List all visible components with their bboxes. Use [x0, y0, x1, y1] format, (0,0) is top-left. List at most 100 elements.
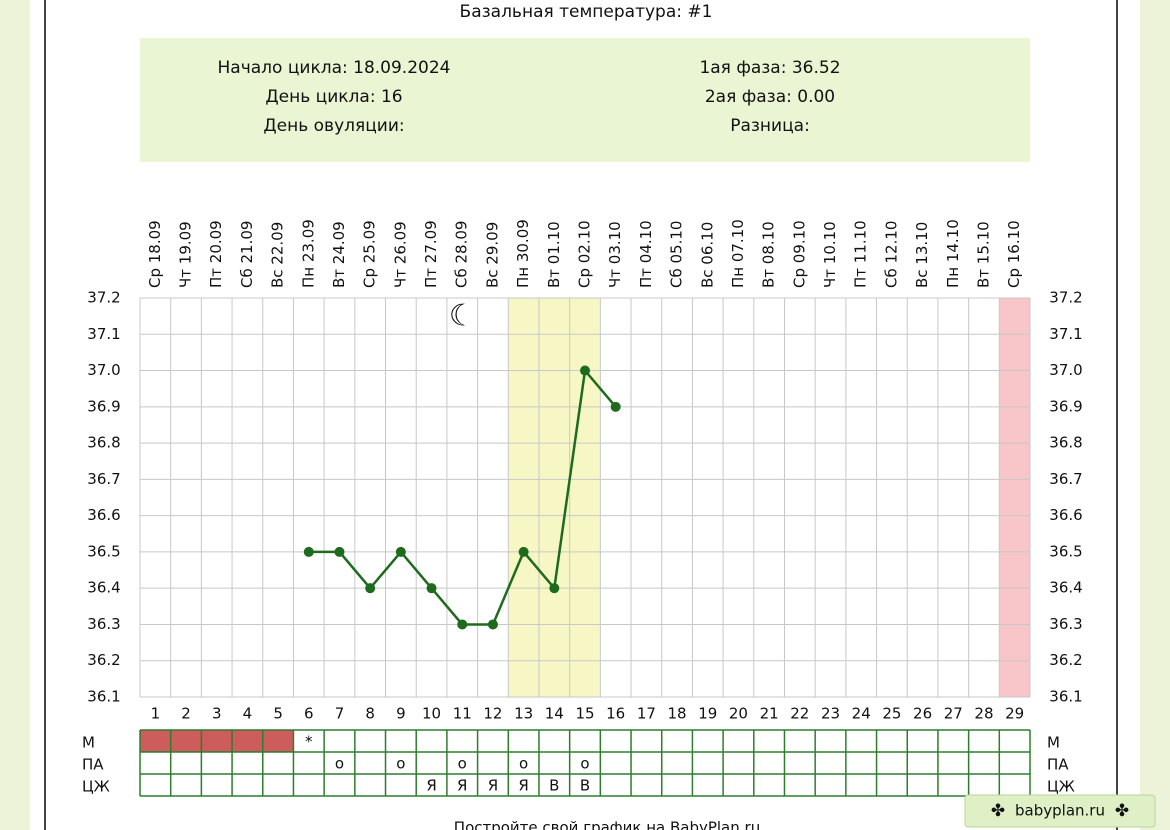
info-text: День цикла: 16 — [265, 87, 402, 107]
x-tick-label: 16 — [606, 705, 625, 723]
y-tick-label: 36.8 — [87, 434, 120, 452]
x-tick-label: 25 — [882, 705, 901, 723]
y-tick-label: 36.3 — [87, 615, 120, 633]
temp-point — [334, 546, 345, 557]
info-text: 2ая фаза: 0.00 — [705, 87, 835, 107]
x-tick-label: 19 — [698, 705, 717, 723]
chart-title: Базальная температура: #1 — [460, 2, 713, 22]
cell-symbol: Я — [457, 777, 467, 795]
temp-point — [395, 546, 406, 557]
y2-tick-label: 36.9 — [1049, 397, 1082, 415]
date-label: Ср 16.10 — [1005, 220, 1023, 288]
cell-symbol: о — [458, 755, 467, 773]
x-tick-label: 21 — [760, 705, 779, 723]
x-tick-label: 13 — [514, 705, 533, 723]
footer: Постройте свой график на BabyPlan.ru — [454, 819, 760, 830]
x-tick-label: 22 — [790, 705, 809, 723]
filled-cell — [140, 730, 171, 752]
y2-tick-label: 36.7 — [1049, 470, 1082, 488]
clover-icon: ✤ — [991, 801, 1005, 821]
badge[interactable]: ✤ ✤ babyplan.ru — [964, 794, 1156, 828]
temp-point — [610, 401, 621, 412]
temp-point — [426, 583, 437, 594]
y2-tick-label: 36.5 — [1049, 542, 1082, 560]
date-label: Вс 06.10 — [698, 222, 716, 288]
date-label: Ср 02.10 — [576, 220, 594, 288]
y-tick-label: 36.5 — [87, 542, 120, 560]
temp-point — [487, 619, 498, 630]
badge-text: babyplan.ru — [1015, 802, 1105, 820]
info-text: 1ая фаза: 36.52 — [699, 58, 840, 78]
x-tick-label: 2 — [181, 705, 191, 723]
x-tick-label: 27 — [944, 705, 963, 723]
x-tick-label: 23 — [821, 705, 840, 723]
info-text: День овуляции: — [263, 116, 404, 136]
date-label: Вт 15.10 — [974, 221, 992, 288]
x-tick-label: 7 — [335, 705, 345, 723]
filled-cell — [262, 730, 294, 752]
clover-icon: ✤ — [1115, 801, 1129, 821]
info-text: Разница: — [730, 116, 810, 136]
date-label: Пт 04.10 — [637, 220, 655, 288]
x-tick-label: 15 — [575, 705, 594, 723]
x-tick-label: 20 — [729, 705, 748, 723]
temp-point — [549, 583, 560, 594]
date-label: Сб 21.09 — [238, 221, 256, 288]
highlight-column — [538, 298, 570, 697]
info-text: Начало цикла: 18.09.2024 — [218, 58, 451, 78]
x-tick-label: 11 — [453, 705, 472, 723]
date-label: Сб 12.10 — [882, 221, 900, 288]
y-tick-label: 37.1 — [87, 325, 120, 343]
cell-symbol: Я — [426, 777, 436, 795]
y-tick-label: 37.2 — [87, 289, 120, 307]
filled-cell — [232, 730, 263, 752]
y2-tick-label: 36.2 — [1049, 651, 1082, 669]
x-tick-label: 10 — [422, 705, 441, 723]
date-label: Чт 26.09 — [391, 221, 409, 288]
row-label-right: ПА — [1047, 756, 1069, 774]
x-tick-label: 29 — [1005, 705, 1024, 723]
y-tick-label: 36.9 — [87, 397, 120, 415]
cell-symbol: о — [396, 755, 405, 773]
cell-symbol: Я — [488, 777, 498, 795]
x-tick-label: 18 — [668, 705, 687, 723]
cell-symbol: * — [305, 733, 313, 751]
filled-cell — [170, 730, 202, 752]
y2-tick-label: 37.1 — [1049, 325, 1082, 343]
y2-tick-label: 36.4 — [1049, 579, 1082, 597]
row-label: М — [82, 734, 95, 752]
cell-symbol: В — [549, 777, 559, 795]
row-label-right: ЦЖ — [1047, 778, 1075, 796]
cell-symbol: В — [580, 777, 590, 795]
date-label: Пн 14.10 — [944, 219, 962, 288]
cell-symbol: о — [580, 755, 589, 773]
date-label: Ср 18.09 — [146, 220, 164, 288]
filled-cell — [201, 730, 233, 752]
cell-symbol: Я — [518, 777, 528, 795]
date-label: Пт 11.10 — [852, 220, 870, 288]
date-label: Пн 23.09 — [299, 219, 317, 288]
marked-column — [999, 298, 1030, 697]
y-tick-label: 37.0 — [87, 361, 120, 379]
date-label: Пт 20.09 — [207, 220, 225, 288]
date-label: Пн 07.10 — [729, 219, 747, 288]
x-tick-label: 5 — [273, 705, 283, 723]
y2-tick-label: 36.3 — [1049, 615, 1082, 633]
date-label: Вт 08.10 — [760, 221, 778, 288]
y2-tick-label: 37.0 — [1049, 361, 1082, 379]
x-tick-label: 9 — [396, 705, 406, 723]
date-label: Чт 03.10 — [606, 221, 624, 288]
x-tick-label: 3 — [212, 705, 222, 723]
temp-point — [303, 546, 314, 557]
x-tick-label: 4 — [243, 705, 253, 723]
date-label: Чт 10.10 — [821, 221, 839, 288]
date-label: Вт 24.09 — [330, 221, 348, 288]
y2-tick-label: 37.2 — [1049, 289, 1082, 307]
info-box — [140, 38, 1030, 162]
y-tick-label: 36.1 — [87, 688, 120, 706]
temp-point — [457, 619, 468, 630]
y-tick-label: 36.6 — [87, 506, 120, 524]
date-label: Ср 25.09 — [361, 220, 379, 288]
